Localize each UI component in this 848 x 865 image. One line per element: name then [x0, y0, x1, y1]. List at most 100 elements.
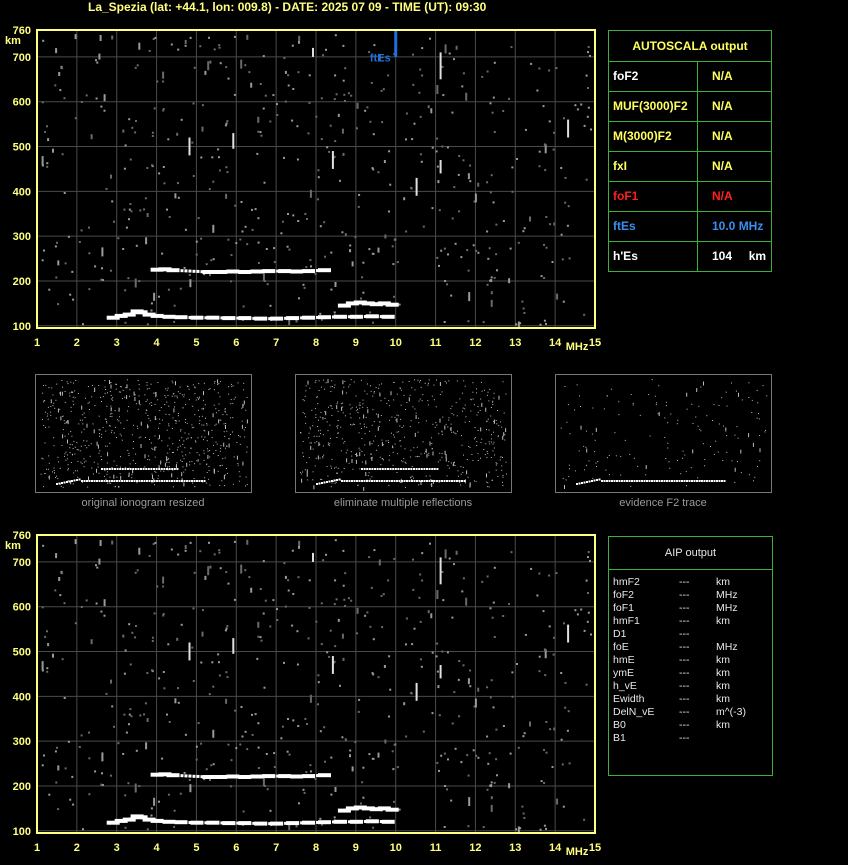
thumb-noise [381, 415, 382, 416]
noise-point [556, 294, 558, 300]
thumb-trace [404, 480, 406, 482]
thumb-noise [94, 462, 95, 463]
noise-point [465, 93, 467, 101]
noise-point [315, 621, 317, 623]
noise-point [158, 801, 160, 803]
noise-point [563, 622, 565, 624]
thumbnail-caption: eliminate multiple reflections [283, 497, 523, 509]
thumb-trace [400, 468, 402, 470]
thumb-noise [409, 381, 410, 382]
noise-point [125, 649, 127, 651]
thumb-noise [91, 443, 92, 444]
thumb-noise [322, 417, 323, 418]
thumb-noise [247, 484, 248, 485]
thumb-trace [434, 480, 436, 482]
noise-point [338, 114, 340, 117]
thumb-noise [466, 416, 467, 417]
noise-point [292, 719, 294, 721]
thumb-noise [110, 391, 111, 392]
thumb-trace [711, 480, 713, 482]
noise-point [246, 35, 248, 40]
thumb-noise [305, 390, 306, 391]
thumb-noise [400, 419, 401, 420]
noise-point [270, 810, 272, 812]
noise-point [88, 252, 90, 254]
thumb-noise [219, 485, 220, 486]
echo-streak [312, 553, 314, 562]
thumb-noise [247, 397, 248, 398]
thumb-noise [680, 473, 681, 474]
noise-point [101, 267, 103, 269]
noise-point [525, 129, 527, 131]
thumb-noise [201, 425, 202, 426]
thumb-trace [621, 480, 623, 482]
aip-val: --- [679, 641, 690, 654]
noise-point [263, 560, 265, 562]
thumb-noise [99, 416, 100, 417]
thumb-noise [94, 429, 95, 433]
noise-point [267, 283, 269, 285]
noise-point [292, 214, 294, 216]
noise-point [543, 782, 545, 784]
noise-point [388, 150, 390, 152]
noise-point [298, 802, 300, 804]
noise-point [297, 220, 299, 222]
thumb-noise [151, 402, 152, 403]
thumb-noise [331, 380, 332, 381]
noise-point [460, 761, 462, 763]
thumb-noise [392, 446, 393, 447]
thumb-noise [198, 437, 199, 438]
thumb-noise [351, 456, 352, 457]
thumb-noise [698, 426, 699, 427]
noise-point [113, 221, 115, 223]
thumb-noise [125, 387, 126, 388]
noise-point [350, 600, 352, 602]
noise-point [456, 46, 458, 50]
noise-point [490, 696, 492, 698]
thumb-noise [303, 456, 304, 457]
thumb-noise [199, 455, 200, 456]
aip-param: B1 [613, 732, 626, 745]
thumb-noise [144, 394, 145, 395]
thumb-noise [502, 482, 503, 483]
thumb-noise [318, 430, 319, 431]
noise-point [110, 680, 112, 684]
noise-point [42, 259, 44, 261]
thumb-noise [104, 470, 105, 471]
noise-point [518, 747, 520, 749]
thumb-noise [112, 430, 113, 431]
thumb-noise [107, 446, 108, 447]
thumb-noise [213, 445, 214, 446]
thumb-noise [418, 484, 419, 485]
thumb-noise [631, 394, 632, 395]
noise-point [96, 567, 98, 569]
noise-point [145, 702, 147, 704]
thumb-noise [155, 472, 156, 473]
thumb-noise [478, 460, 479, 461]
thumb-noise [486, 429, 487, 430]
thumb-trace [111, 468, 113, 470]
noise-point [383, 88, 385, 90]
noise-point [44, 636, 46, 638]
noise-point [69, 799, 71, 801]
noise-point [494, 636, 496, 638]
noise-point [490, 191, 492, 193]
thumb-trace [379, 480, 381, 482]
thumb-noise [315, 380, 316, 381]
thumb-noise [499, 396, 500, 400]
noise-point [491, 300, 493, 307]
thumb-noise [429, 379, 430, 380]
thumb-noise [110, 414, 111, 415]
noise-point [486, 736, 488, 738]
thumb-noise [417, 447, 418, 448]
noise-point [589, 560, 591, 562]
noise-point [508, 603, 510, 605]
thumb-noise [350, 404, 351, 405]
thumb-noise [580, 406, 581, 407]
noise-point [243, 811, 245, 813]
noise-point [335, 34, 337, 36]
thumb-noise [346, 458, 347, 462]
noise-point [543, 610, 545, 612]
thumb-noise [88, 476, 89, 480]
noise-point [421, 47, 423, 49]
